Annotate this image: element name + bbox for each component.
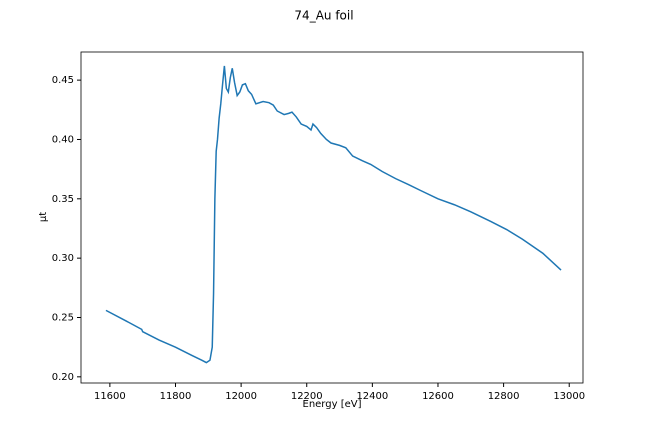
y-tick-label: 0.20 bbox=[52, 372, 74, 383]
y-tick-label: 0.30 bbox=[52, 253, 74, 264]
x-tick-label: 12000 bbox=[225, 391, 257, 402]
plot-frame bbox=[80, 51, 584, 384]
x-tick-label: 12200 bbox=[291, 391, 323, 402]
data-line bbox=[105, 65, 562, 364]
y-tick-label: 0.35 bbox=[52, 194, 74, 205]
y-axis-label: μt bbox=[38, 212, 49, 222]
y-tick-label: 0.25 bbox=[52, 312, 74, 323]
x-tick-label: 12800 bbox=[488, 391, 520, 402]
y-tick-label: 0.40 bbox=[52, 134, 74, 145]
x-tick-label: 12600 bbox=[422, 391, 454, 402]
x-tick-label: 11800 bbox=[160, 391, 192, 402]
y-tick-label: 0.45 bbox=[52, 75, 74, 86]
x-tick-label: 13000 bbox=[553, 391, 585, 402]
x-tick-label: 12400 bbox=[356, 391, 388, 402]
x-tick-label: 11600 bbox=[94, 391, 126, 402]
x-axis-label: Energy [eV] bbox=[303, 399, 362, 410]
chart-title: 74_Au foil bbox=[294, 9, 353, 23]
